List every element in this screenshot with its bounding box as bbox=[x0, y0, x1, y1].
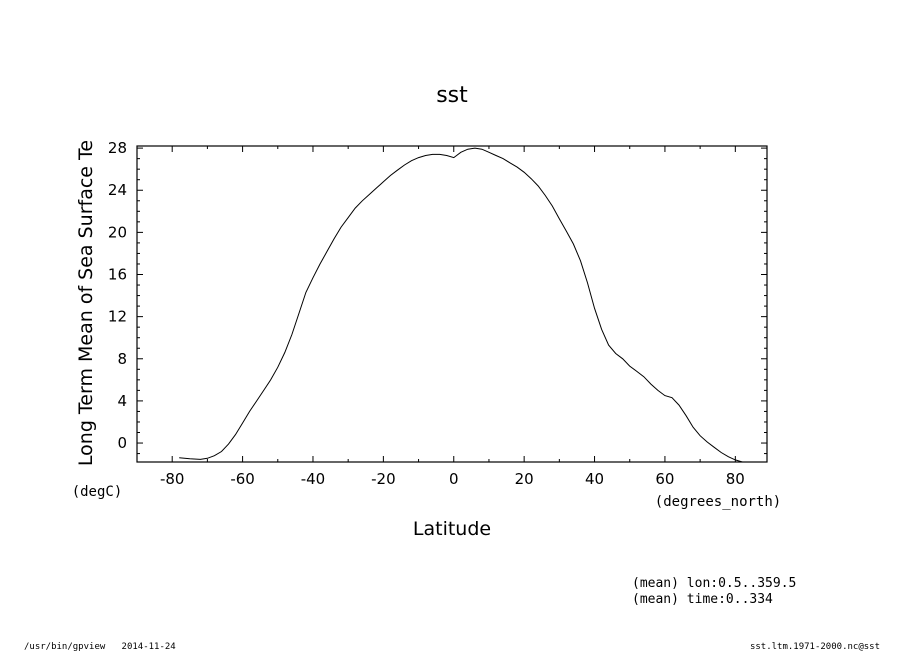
y-axis-unit: (degC) bbox=[72, 484, 123, 500]
footer-left: /usr/bin/gpview 2014-11-24 bbox=[24, 642, 176, 652]
footer-right: sst.ltm.1971-2000.nc@sst bbox=[749, 642, 880, 652]
annotation-lon: (mean) lon:0.5..359.5 bbox=[632, 576, 797, 591]
annotation-time: (mean) time:0..334 bbox=[632, 592, 773, 607]
x-tick-label: -80 bbox=[160, 470, 185, 488]
series-line bbox=[179, 147, 743, 463]
x-axis: -80 -60 -40 -20 0 20 40 60 80 bbox=[136, 146, 745, 488]
chart-title: sst bbox=[436, 83, 468, 108]
y-tick-label: 8 bbox=[117, 350, 127, 368]
x-tick-label: -20 bbox=[371, 470, 396, 488]
x-tick-label: 80 bbox=[726, 470, 745, 488]
x-axis-label: Latitude bbox=[413, 518, 491, 540]
y-axis-label: Long Term Mean of Sea Surface Te bbox=[75, 140, 97, 466]
x-tick-label: 0 bbox=[449, 470, 459, 488]
x-tick-label: -40 bbox=[301, 470, 326, 488]
y-tick-label: 4 bbox=[117, 392, 127, 410]
y-tick-label: 12 bbox=[108, 308, 127, 326]
y-tick-label: 28 bbox=[108, 139, 127, 157]
y-tick-label: 16 bbox=[108, 266, 127, 284]
x-tick-label: 60 bbox=[655, 470, 674, 488]
y-tick-label: 20 bbox=[108, 223, 127, 241]
x-tick-label: -60 bbox=[230, 470, 255, 488]
y-tick-label: 0 bbox=[117, 434, 127, 452]
y-axis: 0 4 8 12 16 20 24 28 bbox=[108, 139, 767, 455]
y-tick-label: 24 bbox=[108, 181, 127, 199]
x-tick-label: 20 bbox=[515, 470, 534, 488]
x-tick-label: 40 bbox=[585, 470, 604, 488]
x-axis-unit: (degrees_north) bbox=[655, 494, 781, 510]
plot-frame bbox=[136, 145, 768, 463]
